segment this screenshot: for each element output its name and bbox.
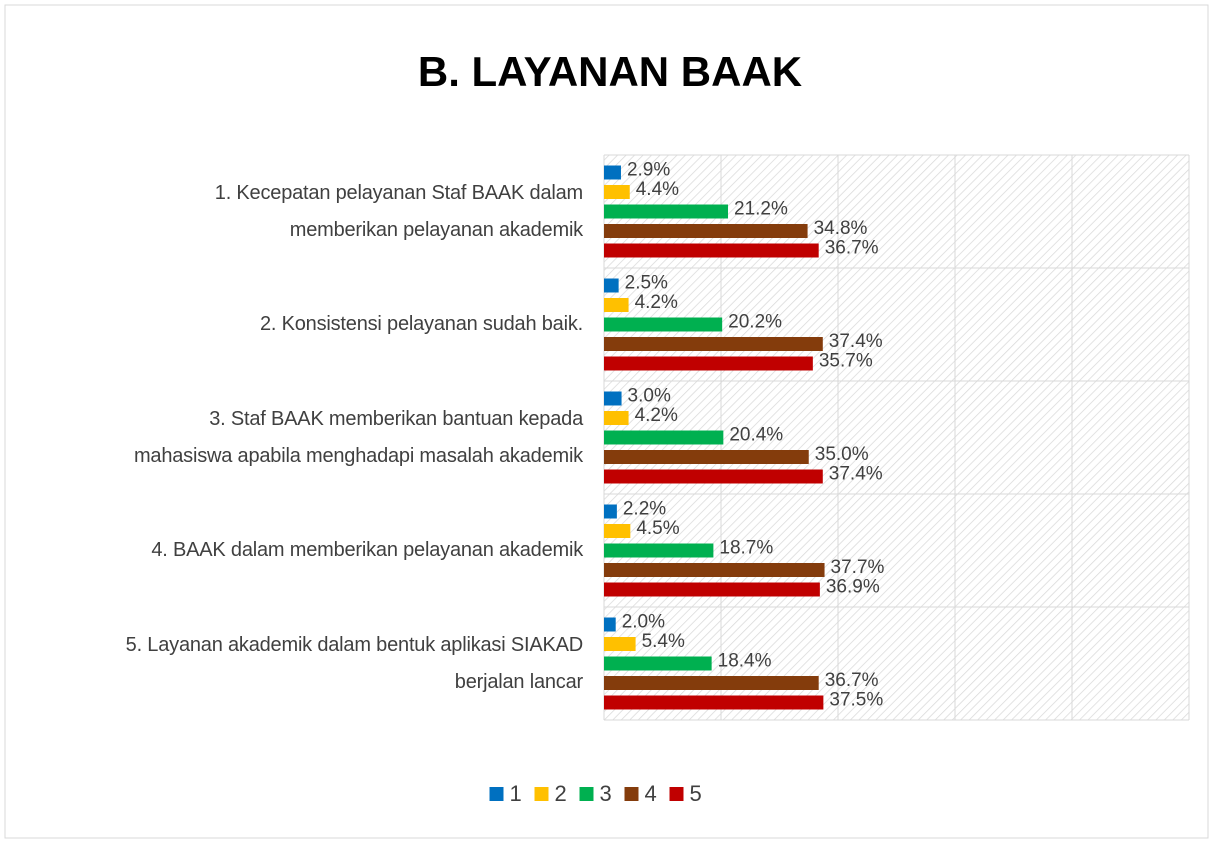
y-tick-label-line: 2. Konsistensi pelayanan sudah baik. [259,313,583,335]
legend-swatch [669,787,684,801]
legend-label: 5 [690,781,702,806]
y-tick-label-line: 5. Layanan akademik dalam bentuk aplikas… [125,633,584,656]
y-tick-label-line: berjalan lancar [454,670,583,693]
legend-label: 4 [645,781,657,806]
y-tick-label: 4. BAAK dalam memberikan pelayanan akade… [151,532,583,569]
data-label: 4.4% [636,179,679,200]
y-tick-label: 2. Konsistensi pelayanan sudah baik. [260,306,583,343]
data-label: 35.7% [819,351,873,372]
bar [604,469,823,484]
bar [604,656,712,671]
legend-swatch [579,787,594,801]
bar [604,617,616,632]
data-label: 2.9% [627,160,670,181]
data-label: 4.2% [635,405,678,426]
bar [604,224,808,238]
bar [604,430,724,445]
data-label: 5.4% [642,631,685,652]
bar [604,563,825,577]
legend-swatch [489,787,504,801]
bar [604,411,629,425]
bar [604,543,714,558]
data-label: 18.4% [718,651,772,672]
bar [604,450,809,464]
bar [604,524,631,538]
bar [604,337,823,351]
data-label: 2.2% [623,499,666,520]
data-label: 20.2% [728,312,782,333]
data-label: 35.0% [815,444,869,465]
legend-label: 2 [555,781,567,806]
data-label: 4.2% [635,292,678,313]
data-label: 37.4% [829,464,883,485]
data-label: 36.9% [826,577,880,598]
bar [604,676,819,690]
bar [604,243,819,258]
legend-label: 3 [600,781,612,806]
bar [604,504,617,519]
y-tick-label: 3. Staf BAAK memberikan bantuan kepada ma… [134,401,583,475]
bar [604,204,729,219]
data-label: 36.7% [825,238,879,259]
data-label: 37.5% [829,690,883,711]
y-tick-label-line: mahasiswa apabila menghadapi masalah aka… [133,444,583,467]
bar [604,582,820,597]
data-label: 20.4% [729,425,783,446]
data-label: 18.7% [719,538,773,559]
chart-border [4,4,1209,839]
data-label: 37.7% [831,557,885,578]
y-tick-label: 1. Kecepatan pelayanan Staf BAAK dalam me… [215,175,583,249]
legend-swatch [534,787,549,801]
bar [604,391,622,406]
bar [604,317,723,332]
legend-swatch [624,787,639,801]
data-label: 34.8% [814,218,868,239]
data-label: 2.5% [625,273,668,294]
data-label: 2.0% [622,612,665,633]
data-label: 21.2% [734,199,788,220]
bar [604,185,630,199]
y-tick-label-line: memberikan pelayanan akademik [289,218,583,241]
data-label: 3.0% [628,386,671,407]
data-label: 4.5% [636,518,679,539]
bar [604,298,629,312]
y-tick-label-line: 1. Kecepatan pelayanan Staf BAAK dalam [214,181,583,204]
y-tick-label-line: 3. Staf BAAK memberikan bantuan kepada [209,407,583,430]
bar [604,695,824,710]
bar [604,356,813,371]
bar [604,278,619,293]
legend-label: 1 [510,781,522,806]
bar [604,637,636,651]
data-label: 37.4% [829,331,883,352]
y-tick-label: 5. Layanan akademik dalam bentuk aplikas… [125,627,584,701]
chart-title: B. LAYANAN BAAK [418,48,802,95]
data-label: 36.7% [825,670,879,691]
y-tick-label-line: 4. BAAK dalam memberikan pelayanan akade… [151,539,583,561]
bar [604,165,621,180]
